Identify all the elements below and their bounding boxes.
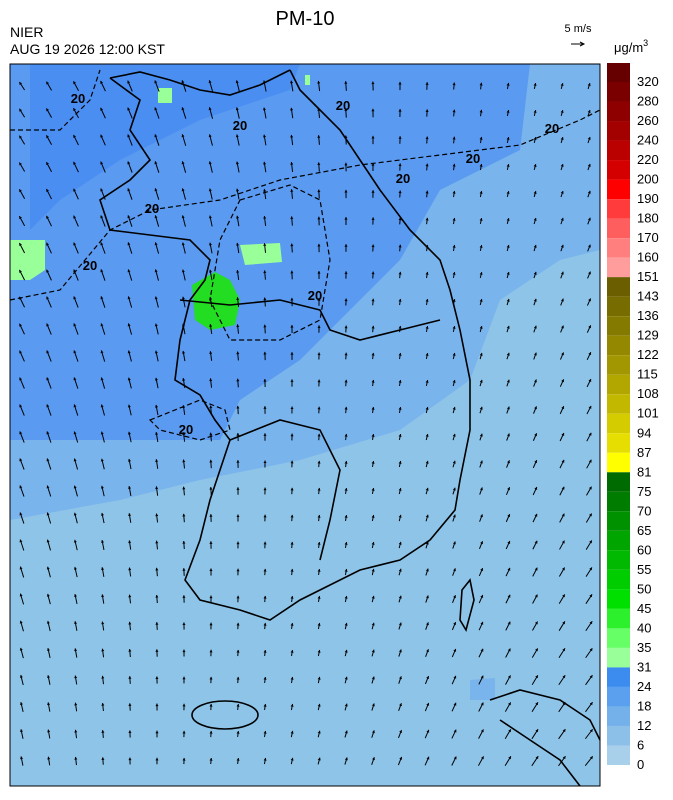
contour-label: 20 — [83, 258, 97, 273]
colorbar-label: 320 — [637, 74, 659, 89]
contour-label: 20 — [308, 288, 322, 303]
colorbar-label: 35 — [637, 640, 651, 655]
contour-label: 20 — [71, 91, 85, 106]
colorbar-label: 260 — [637, 113, 659, 128]
colorbar-label: 190 — [637, 191, 659, 206]
colorbar-segment — [607, 531, 630, 551]
colorbar-segment — [607, 609, 630, 629]
contour-label: 20 — [396, 171, 410, 186]
colorbar-label: 65 — [637, 523, 651, 538]
colorbar-segment — [607, 433, 630, 453]
colorbar-segment — [607, 648, 630, 668]
colorbar-segment — [607, 102, 630, 122]
contour-label: 20 — [145, 201, 159, 216]
colorbar-label: 50 — [637, 581, 651, 596]
colorbar-segment — [607, 511, 630, 531]
colorbar-segment — [607, 63, 630, 82]
colorbar-label: 108 — [637, 386, 659, 401]
colorbar-label: 160 — [637, 250, 659, 265]
colorbar-segment — [607, 745, 630, 765]
colorbar-label: 94 — [637, 425, 651, 440]
colorbar-segment — [607, 160, 630, 180]
colorbar-label: 151 — [637, 269, 659, 284]
colorbar-label: 220 — [637, 152, 659, 167]
colorbar-label: 18 — [637, 698, 651, 713]
colorbar-segment — [607, 297, 630, 317]
colorbar-segment — [607, 258, 630, 278]
colorbar-segment — [607, 687, 630, 707]
colorbar-label: 240 — [637, 133, 659, 148]
pm-field-medium — [470, 678, 495, 700]
colorbar-label: 101 — [637, 406, 659, 421]
title: PM-10 — [276, 8, 335, 30]
colorbar-segment — [607, 277, 630, 297]
colorbar-segment — [607, 316, 630, 336]
pm-field-lightgreen — [240, 243, 282, 265]
colorbar-segment — [607, 336, 630, 356]
colorbar-label: 170 — [637, 230, 659, 245]
colorbar-segment — [607, 589, 630, 609]
colorbar-label: 122 — [637, 347, 659, 362]
wind-scale-label: 5 m/s — [565, 23, 592, 35]
colorbar-segment — [607, 394, 630, 414]
unit-exponent: 3 — [643, 38, 648, 48]
colorbar-segment — [607, 82, 630, 102]
unit: μg/m3 — [614, 38, 648, 55]
contour-label: 20 — [336, 98, 350, 113]
colorbar-label: 136 — [637, 308, 659, 323]
colorbar-label: 12 — [637, 718, 651, 733]
timestamp: AUG 19 2026 12:00 KST — [10, 41, 165, 57]
colorbar-segment — [607, 706, 630, 726]
colorbar-label: 60 — [637, 542, 651, 557]
colorbar-label: 143 — [637, 289, 659, 304]
colorbar-segment — [607, 121, 630, 141]
contour-label: 20 — [179, 422, 193, 437]
contour-label: 20 — [233, 118, 247, 133]
colorbar-label: 0 — [637, 757, 644, 772]
colorbar-segment — [607, 628, 630, 648]
colorbar-label: 81 — [637, 464, 651, 479]
colorbar-segment — [607, 414, 630, 434]
colorbar-label: 6 — [637, 737, 644, 752]
colorbar-segment — [607, 180, 630, 200]
colorbar-label: 87 — [637, 445, 651, 460]
colorbar: 3202802602402202001901801701601511431361… — [607, 63, 659, 772]
colorbar-label: 24 — [637, 679, 651, 694]
colorbar-segment — [607, 726, 630, 746]
colorbar-segment — [607, 550, 630, 570]
colorbar-label: 200 — [637, 172, 659, 187]
colorbar-segment — [607, 667, 630, 687]
colorbar-label: 280 — [637, 94, 659, 109]
colorbar-label: 40 — [637, 620, 651, 635]
unit-base: μg/m — [614, 40, 643, 55]
colorbar-segment — [607, 219, 630, 239]
colorbar-segment — [607, 570, 630, 590]
colorbar-label: 115 — [637, 367, 658, 382]
colorbar-segment — [607, 238, 630, 258]
colorbar-label: 75 — [637, 484, 651, 499]
colorbar-label: 45 — [637, 601, 651, 616]
colorbar-segment — [607, 492, 630, 512]
colorbar-label: 55 — [637, 562, 651, 577]
colorbar-segment — [607, 453, 630, 473]
colorbar-segment — [607, 199, 630, 219]
contour-label: 20 — [466, 151, 480, 166]
colorbar-segment — [607, 141, 630, 161]
colorbar-label: 70 — [637, 503, 651, 518]
colorbar-label: 31 — [637, 659, 651, 674]
colorbar-segment — [607, 355, 630, 375]
colorbar-segment — [607, 472, 630, 492]
map: 20 20 20 20 20 20 20 20 20 20 — [10, 64, 600, 786]
agency: NIER — [10, 24, 43, 40]
colorbar-segment — [607, 375, 630, 395]
colorbar-label: 180 — [637, 211, 659, 226]
colorbar-label: 129 — [637, 328, 659, 343]
contour-label: 20 — [545, 121, 559, 136]
